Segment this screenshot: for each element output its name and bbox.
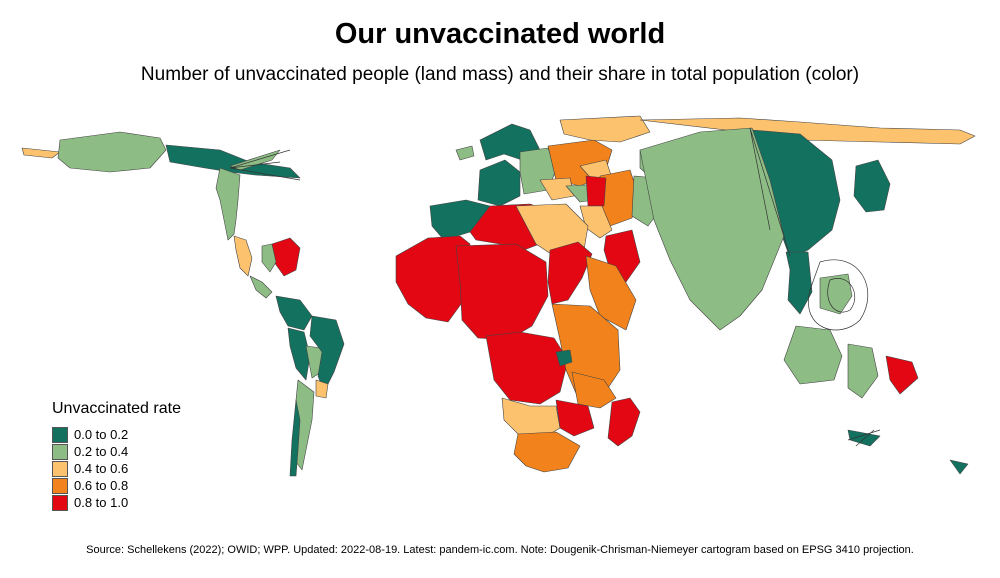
legend-item: 0.2 to 0.4 bbox=[52, 443, 181, 460]
legend: Unvaccinated rate 0.0 to 0.2 0.2 to 0.4 … bbox=[52, 400, 181, 511]
cartogram-ring-1 bbox=[808, 259, 869, 331]
region-western-europe bbox=[477, 159, 521, 207]
region-mozambique bbox=[555, 399, 595, 437]
legend-item: 0.8 to 1.0 bbox=[52, 494, 181, 511]
region-papua bbox=[885, 355, 919, 395]
legend-swatch bbox=[52, 443, 68, 460]
legend-swatch bbox=[52, 494, 68, 511]
region-india bbox=[639, 127, 785, 331]
region-alaska bbox=[21, 147, 61, 159]
region-new-zealand bbox=[949, 459, 969, 475]
legend-item: 0.4 to 0.6 bbox=[52, 460, 181, 477]
region-iraq bbox=[585, 175, 607, 207]
legend-label: 0.4 to 0.6 bbox=[74, 461, 129, 476]
legend-swatch bbox=[52, 460, 68, 477]
region-balkans bbox=[539, 177, 575, 201]
legend-item: 0.0 to 0.2 bbox=[52, 426, 181, 443]
region-chile bbox=[289, 399, 301, 477]
region-paraguay bbox=[315, 379, 329, 399]
region-small-east-africa bbox=[555, 349, 573, 367]
legend-label: 0.6 to 0.8 bbox=[74, 478, 129, 493]
legend-item: 0.6 to 0.8 bbox=[52, 477, 181, 494]
region-canada-east bbox=[165, 144, 301, 179]
region-mexico bbox=[233, 235, 253, 277]
cartogram-line-3 bbox=[749, 127, 791, 257]
region-drc bbox=[485, 331, 569, 405]
region-usa bbox=[215, 167, 241, 241]
legend-swatch bbox=[52, 477, 68, 494]
region-central-america bbox=[249, 275, 273, 299]
region-greenland-arc bbox=[229, 149, 281, 171]
region-tanzania bbox=[571, 371, 617, 409]
region-australia bbox=[847, 429, 881, 447]
region-ethiopia bbox=[547, 241, 593, 305]
region-colombia-venezuela bbox=[275, 295, 313, 331]
map-title: Our unvaccinated world bbox=[334, 18, 666, 50]
cartogram-line-2 bbox=[847, 429, 881, 447]
cartogram-line-1 bbox=[229, 149, 301, 181]
region-nigeria bbox=[455, 243, 549, 341]
region-caribbean-haiti bbox=[271, 237, 301, 277]
region-indonesia-east bbox=[847, 343, 879, 399]
region-caribbean-cuba bbox=[261, 243, 277, 273]
region-southern-africa bbox=[513, 431, 581, 473]
region-philippines bbox=[819, 273, 853, 315]
region-madagascar bbox=[607, 397, 641, 447]
region-sahel-west bbox=[395, 235, 471, 323]
legend-label: 0.8 to 1.0 bbox=[74, 495, 129, 510]
region-southeast-asia bbox=[785, 251, 813, 315]
map-subtitle: Number of unvaccinated people (land mass… bbox=[140, 64, 860, 85]
legend-title: Unvaccinated rate bbox=[52, 400, 181, 417]
source-note: Source: Schellekens (2022); OWID; WPP. U… bbox=[86, 544, 914, 556]
region-canada-west bbox=[57, 131, 167, 173]
legend-swatch bbox=[52, 426, 68, 443]
region-indonesia bbox=[783, 325, 843, 385]
legend-label: 0.0 to 0.2 bbox=[74, 427, 129, 442]
region-iceland bbox=[455, 145, 475, 161]
region-russia-west bbox=[559, 115, 651, 143]
legend-label: 0.2 to 0.4 bbox=[74, 444, 129, 459]
region-somalia bbox=[585, 255, 637, 331]
region-peru bbox=[287, 327, 311, 381]
region-japan-korea bbox=[853, 159, 891, 213]
